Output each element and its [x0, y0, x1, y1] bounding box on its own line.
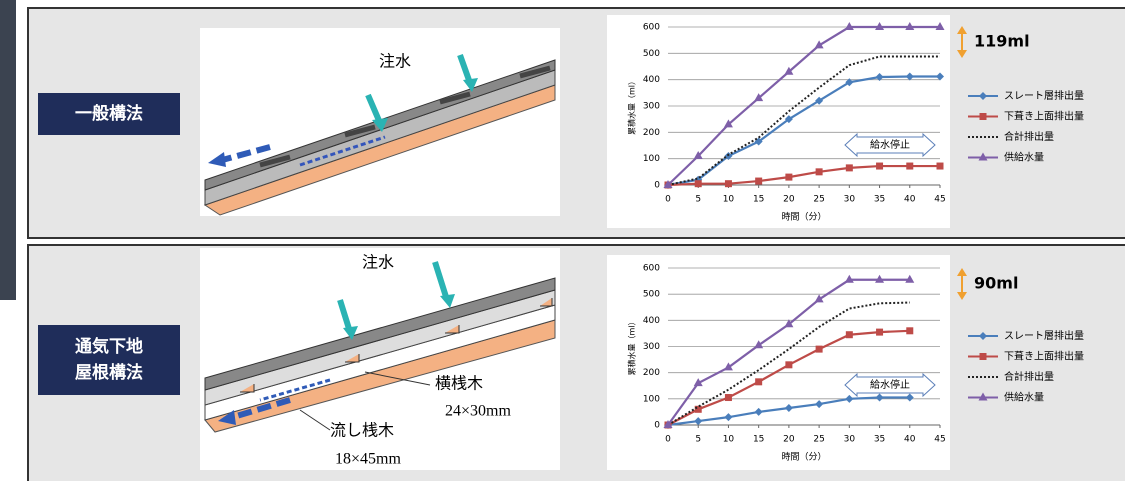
diagram-label: 24×30mm [445, 403, 511, 420]
point [906, 163, 913, 170]
point [695, 180, 702, 187]
diagram-label: 横桟木 [435, 375, 483, 393]
point [755, 378, 762, 385]
y-tick-label: 500 [643, 290, 660, 300]
y-tick-label: 300 [643, 102, 660, 112]
y-tick-label: 500 [643, 49, 660, 59]
diagram-label: 注水 [362, 253, 394, 272]
slide: 一般構法 通気下地 屋根構法 注水 注水 横桟木 24×30mm 流し桟木 18… [0, 0, 1125, 481]
point [846, 331, 853, 338]
x-tick-label: 0 [665, 195, 671, 205]
photo-strip [0, 0, 16, 300]
point [980, 353, 987, 360]
x-tick-label: 5 [695, 435, 701, 445]
x-tick-label: 30 [844, 195, 856, 205]
y-axis-label: 累積水量（ml） [627, 77, 637, 135]
annotation: 給水停止 [870, 378, 910, 391]
point [816, 346, 823, 353]
x-tick-label: 30 [844, 435, 856, 445]
x-tick-label: 15 [753, 435, 764, 445]
y-tick-label: 100 [643, 394, 660, 404]
x-tick-label: 20 [783, 435, 795, 445]
x-tick-label: 25 [813, 435, 824, 445]
x-tick-label: 5 [695, 195, 701, 205]
point [695, 406, 702, 413]
x-axis-label: 時間（分） [781, 212, 826, 223]
legend-label: スレート層排出量 [1004, 329, 1084, 342]
page: 一般構法 通気下地 屋根構法 注水 注水 横桟木 24×30mm 流し桟木 18… [0, 0, 1125, 481]
panel-label: 通気下地 [75, 336, 143, 357]
x-tick-label: 45 [934, 435, 945, 445]
y-tick-label: 0 [654, 181, 660, 191]
y-tick-label: 0 [654, 421, 660, 431]
legend-label: 下葺き上面排出量 [1004, 350, 1084, 363]
point [876, 163, 883, 170]
label-box [38, 325, 180, 395]
panel-label: 屋根構法 [75, 362, 143, 383]
point [846, 164, 853, 171]
annotation: 給水停止 [870, 138, 910, 151]
point [785, 361, 792, 368]
point [937, 163, 944, 170]
legend-label: 下葺き上面排出量 [1004, 110, 1084, 123]
y-tick-label: 600 [643, 264, 660, 274]
point [980, 113, 987, 120]
x-tick-label: 15 [753, 195, 764, 205]
x-tick-label: 40 [904, 435, 916, 445]
diagram-label: 注水 [379, 52, 411, 71]
legend-label: 合計排出量 [1004, 370, 1054, 383]
y-tick-label: 300 [643, 342, 660, 352]
point [725, 394, 732, 401]
diagram-label: 18×45mm [335, 451, 401, 468]
panel [28, 245, 1125, 481]
x-tick-label: 10 [723, 195, 735, 205]
diagram-label: 流し桟木 [330, 422, 394, 440]
x-tick-label: 40 [904, 195, 916, 205]
difference-label: 119ml [974, 32, 1030, 51]
point [816, 168, 823, 175]
difference-label: 90ml [974, 274, 1018, 293]
y-tick-label: 200 [643, 368, 660, 378]
y-tick-label: 400 [643, 316, 660, 326]
x-tick-label: 35 [874, 435, 885, 445]
chart-box [607, 255, 950, 470]
panel-label: 一般構法 [75, 103, 143, 124]
point [785, 174, 792, 181]
x-tick-label: 25 [813, 195, 824, 205]
y-tick-label: 200 [643, 128, 660, 138]
y-tick-label: 600 [643, 23, 660, 33]
legend-label: スレート層排出量 [1004, 89, 1084, 102]
point [906, 327, 913, 334]
legend-label: 合計排出量 [1004, 130, 1054, 143]
y-axis-label: 累積水量（ml） [627, 317, 637, 375]
x-tick-label: 35 [874, 195, 885, 205]
point [725, 180, 732, 187]
point [876, 329, 883, 336]
x-tick-label: 20 [783, 195, 795, 205]
x-tick-label: 0 [665, 435, 671, 445]
x-tick-label: 45 [934, 195, 945, 205]
y-tick-label: 400 [643, 75, 660, 85]
y-tick-label: 100 [643, 154, 660, 164]
x-tick-label: 10 [723, 435, 735, 445]
legend-label: 供給水量 [1004, 151, 1044, 164]
point [755, 178, 762, 185]
panel [28, 8, 1125, 238]
x-axis-label: 時間（分） [781, 452, 826, 463]
legend-label: 供給水量 [1004, 391, 1044, 404]
